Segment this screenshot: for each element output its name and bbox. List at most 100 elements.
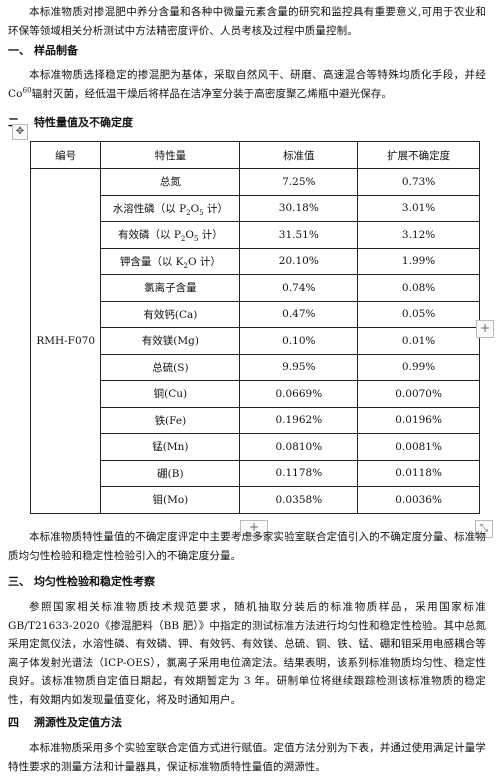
property-cell: 钾含量（以 K2O 计） (100, 247, 241, 275)
table-move-handle-icon[interactable]: ✥ (12, 124, 28, 140)
table-row: 钼(Mo) 0.0358% 0.0036% (31, 486, 480, 514)
property-text-post2: 计） (198, 229, 223, 242)
value-cell: 0.0810% (239, 433, 359, 461)
property-text-pre: 钼(Mo) (152, 494, 189, 507)
table-row: 有效磷（以 P2O5 计） 31.51% 3.12% (31, 221, 480, 249)
value-cell: 20.10% (239, 247, 359, 275)
uncertainty-cell: 0.01% (357, 327, 480, 355)
value-cell: 30.18% (239, 194, 359, 222)
section1-superscript: 60 (22, 86, 32, 94)
section1-text-a: 本标准物质选择稳定的掺混肥为基体，采取自然风干、研磨、高速混合等特殊均质化手段，… (8, 69, 486, 100)
section4-paragraph: 本标准物质采用多个实验室联合定值方式进行赋值。定值方法分别为下表，并通过使用满足… (8, 742, 486, 773)
header-id: 编号 (29, 141, 102, 169)
property-text-pre: 硼(B) (157, 467, 184, 480)
section3-heading: 三、 均匀性检验和稳定性考察 (8, 573, 155, 591)
properties-table: 编号 特性量 标准值 扩展不确定度 RMH-F070 总氮 7.25% 0.73% 水溶… (29, 141, 480, 514)
property-text-pre: 水溶性磷（以 P (112, 202, 187, 215)
intro-paragraph: 本标准物质对掺混肥中养分含量和各种中微量元素含量的研究和监控具有重要意义,可用于… (8, 6, 486, 37)
section3-number: 三、 (8, 575, 30, 588)
section4-title: 溯源性及定值方法 (34, 716, 122, 729)
section1-text-b: 辐射灭菌，经低温干燥后将样品在洁净室分装于高密度聚乙烯瓶中避光保存。 (31, 87, 393, 100)
table-row: 硼(B) 0.1178% 0.0118% (31, 459, 480, 487)
property-text-sub2: 5 (193, 235, 199, 244)
property-text-post: O (190, 202, 200, 215)
section1-paragraph: 本标准物质选择稳定的掺混肥为基体，采取自然风干、研磨、高速混合等特殊均质化手段，… (8, 66, 486, 103)
table-resize-icon[interactable]: ⤡ (475, 520, 493, 538)
section4-heading: 四 溯源性及定值方法 (8, 714, 122, 732)
uncertainty-cell: 3.12% (357, 221, 480, 249)
property-text-sub: 2 (183, 261, 188, 270)
value-cell: 9.95% (239, 353, 359, 381)
section4-number: 四 (8, 716, 19, 729)
table-row: 总硫(S) 9.95% 0.99% (31, 353, 480, 381)
value-cell: 0.1962% (239, 406, 359, 434)
value-cell: 0.0669% (239, 380, 359, 408)
property-cell: 氯离子含量 (100, 274, 241, 302)
table-row: 有效镁(Mg) 0.10% 0.01% (31, 327, 480, 355)
value-cell: 0.47% (239, 300, 359, 328)
property-text-pre: 铁(Fe) (154, 414, 187, 427)
table-body: RMH-F070 总氮 7.25% 0.73% 水溶性磷（以 P2O5 计） 30.18%… (29, 168, 480, 514)
table-row: 水溶性磷（以 P2O5 计） 30.18% 3.01% (31, 194, 480, 222)
uncertainty-cell: 1.99% (357, 247, 480, 275)
table-header-row: 编号 特性量 标准值 扩展不确定度 (29, 141, 480, 169)
property-cell: 钼(Mo) (100, 486, 241, 514)
uncertainty-cell: 0.0118% (357, 459, 480, 487)
property-cell: 总硫(S) (100, 353, 241, 381)
uncertainty-cell: 0.0081% (357, 433, 480, 461)
property-cell: 硼(B) (100, 459, 241, 487)
uncertainty-cell: 0.0036% (357, 486, 480, 514)
uncertainty-cell: 3.01% (357, 194, 480, 222)
uncertainty-cell: 0.0070% (357, 380, 480, 408)
value-cell: 0.1178% (239, 459, 359, 487)
properties-table-wrapper: 编号 特性量 标准值 扩展不确定度 RMH-F070 总氮 7.25% 0.73% 水溶… (29, 141, 480, 514)
property-text-pre: 有效钙(Ca) (143, 308, 198, 321)
section1-title: 样品制备 (34, 44, 78, 57)
table-row: 钾含量（以 K2O 计） 20.10% 1.99% (31, 247, 480, 275)
table-row: RMH-F070 总氮 7.25% 0.73% (29, 168, 480, 514)
property-text-post: O (185, 229, 194, 242)
property-cell: 有效磷（以 P2O5 计） (100, 221, 241, 249)
property-text-pre: 有效镁(Mg) (141, 335, 199, 348)
property-text-pre: 锰(Mn) (152, 441, 189, 454)
header-value: 标准值 (239, 141, 359, 169)
value-cell: 7.25% (239, 168, 359, 196)
header-property: 特性量 (100, 141, 241, 169)
property-text-pre: 钾含量（以 K (119, 255, 184, 268)
section1-number: 一、 (8, 44, 30, 57)
section3-paragraph: 参照国家相关标准物质技术规范要求，随机抽取分装后的标准物质样品，采用国家标准GB… (8, 601, 486, 706)
value-cell: 0.10% (239, 327, 359, 355)
value-cell: 0.0358% (239, 486, 359, 514)
property-text-sub2: 5 (199, 208, 204, 217)
value-cell: 31.51% (239, 221, 359, 249)
table-row: 锰(Mn) 0.0810% 0.0081% (31, 433, 480, 461)
property-cell: 有效镁(Mg) (100, 327, 241, 355)
uncertainty-cell: 0.73% (357, 168, 480, 196)
uncertainty-cell: 0.99% (357, 353, 480, 381)
uncertainty-cell: 0.08% (357, 274, 480, 302)
section1-heading: 一、 样品制备 (8, 42, 78, 60)
table-row: 有效钙(Ca) 0.47% 0.05% (31, 300, 480, 328)
property-text-post2: 计） (203, 202, 229, 215)
property-text-post: O 计） (187, 255, 221, 268)
property-text-pre: 总氮 (159, 176, 181, 189)
sample-id-cell: RMH-F070 (29, 168, 102, 514)
property-cell: 锰(Mn) (100, 433, 241, 461)
property-text-sub: 2 (186, 208, 191, 217)
property-cell: 铜(Cu) (100, 380, 241, 408)
property-cell: 有效钙(Ca) (100, 300, 241, 328)
section3-title: 均匀性检验和稳定性考察 (34, 575, 155, 588)
property-cell: 水溶性磷（以 P2O5 计） (100, 194, 241, 222)
property-text-pre: 总硫(S) (152, 361, 189, 374)
uncertainty-cell: 0.05% (357, 300, 480, 328)
property-cell: 铁(Fe) (100, 406, 241, 434)
property-text-pre: 有效磷（以 P (117, 229, 181, 242)
table-row: 氯离子含量 0.74% 0.08% (31, 274, 480, 302)
value-cell: 0.74% (239, 274, 359, 302)
uncertainty-cell: 0.0196% (357, 406, 480, 434)
section2-paragraph: 本标准物质特性量值的不确定度评定中主要考虑多家实验室联合定值引入的不确定度分量、… (8, 531, 486, 562)
section2-title: 特性量值及不确定度 (34, 116, 133, 129)
add-column-icon[interactable]: + (476, 320, 494, 338)
add-row-icon[interactable]: + (240, 520, 268, 536)
property-text-sub: 2 (180, 235, 186, 244)
